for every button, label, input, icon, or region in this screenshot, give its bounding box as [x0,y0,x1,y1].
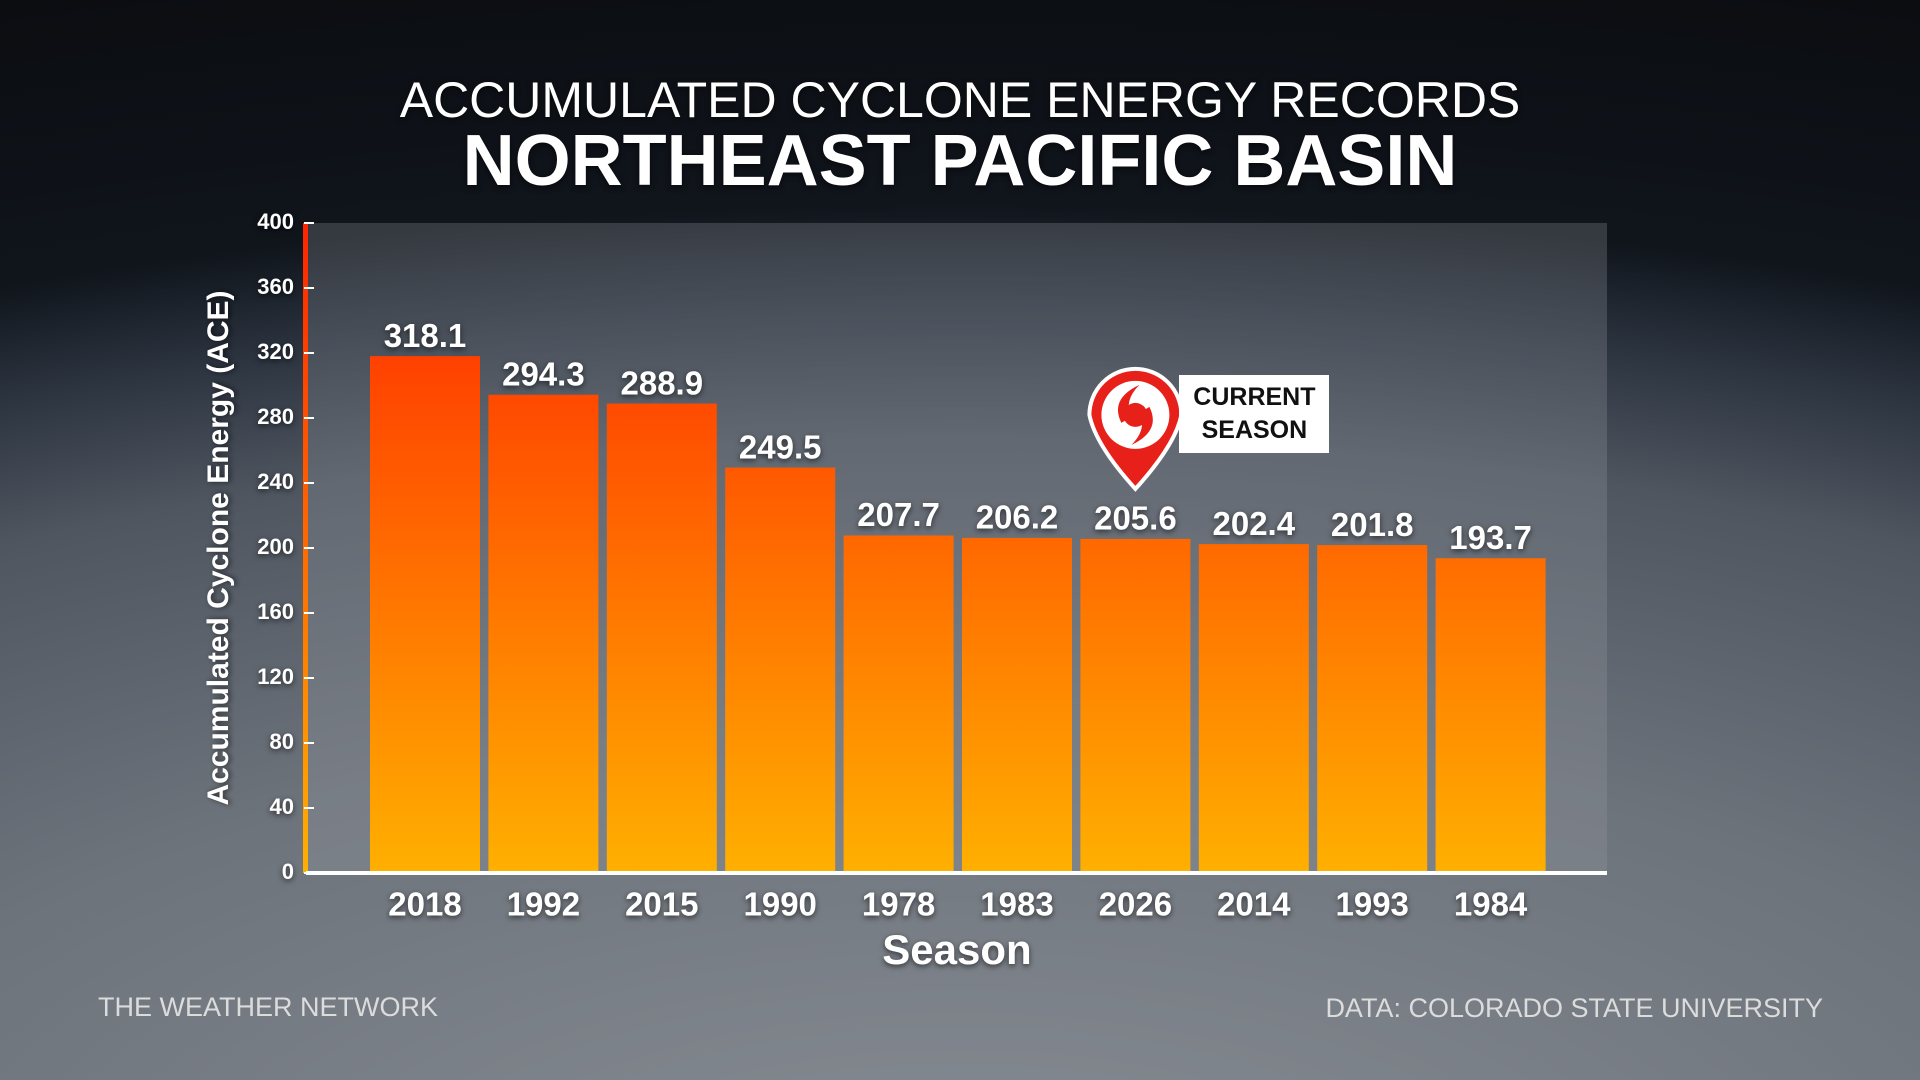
value-label: 202.4 [1213,505,1296,542]
value-label: 193.7 [1449,519,1532,556]
x-tick-label: 1983 [980,886,1053,923]
bar [1198,544,1309,873]
x-tick-label: 1992 [507,886,580,923]
y-tick-label: 0 [282,859,294,884]
bar [1317,545,1428,873]
bar [725,467,836,873]
bar [843,535,954,873]
value-label: 206.2 [976,499,1059,536]
x-tick-label: 2018 [388,886,461,923]
y-tick-label: 240 [257,469,294,494]
x-tick-label: 1984 [1454,886,1528,923]
x-tick-label: 1990 [743,886,816,923]
value-label: 205.6 [1094,500,1177,537]
value-label: 318.1 [384,317,467,354]
x-tick-label: 2014 [1217,886,1291,923]
bar [606,403,717,873]
footer-right: DATA: COLORADO STATE UNIVERSITY [1325,993,1823,1023]
y-tick-label: 400 [257,209,294,234]
y-axis-title: Accumulated Cyclone Energy (ACE) [202,290,235,805]
chart-subtitle: NORTHEAST PACIFIC BASIN [463,121,1458,201]
value-label: 201.8 [1331,506,1414,543]
bar [488,394,599,873]
x-tick-label: 2026 [1099,886,1172,923]
value-label: 288.9 [621,364,704,401]
y-tick-label: 280 [257,404,294,429]
value-label: 249.5 [739,428,822,465]
bar [370,356,480,873]
y-tick-label: 320 [257,339,294,364]
y-tick-label: 200 [257,534,294,559]
y-tick-label: 360 [257,274,294,299]
y-tick-label: 160 [257,599,294,624]
y-tick-label: 40 [270,794,294,819]
y-tick-label: 80 [270,729,294,754]
y-tick-label: 120 [257,664,294,689]
chart-title: ACCUMULATED CYCLONE ENERGY RECORDS [400,72,1521,128]
value-label: 294.3 [502,355,585,392]
footer-left: THE WEATHER NETWORK [98,992,438,1022]
x-tick-label: 1978 [862,886,935,923]
bar [1435,558,1546,873]
value-label: 207.7 [857,496,940,533]
bar [962,537,1072,873]
annotation-label: CURRENT SEASON [1179,374,1330,453]
x-axis-line [306,871,1607,875]
bar [1080,538,1191,873]
x-tick-label: 1993 [1335,886,1408,923]
x-tick-label: 2015 [625,886,698,923]
x-axis-title: Season [882,926,1031,973]
